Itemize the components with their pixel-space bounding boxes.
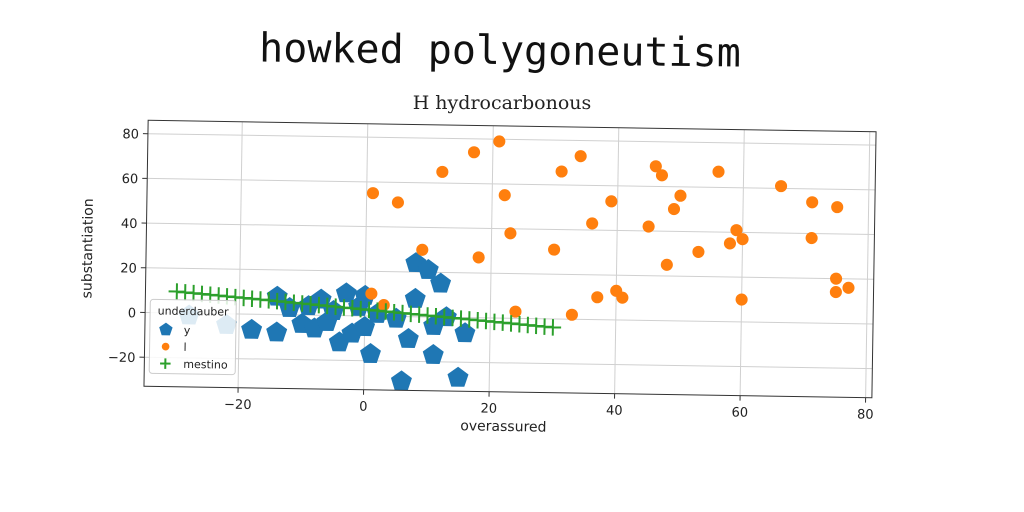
legend-marker-mestino <box>160 358 171 369</box>
data-point-y <box>397 328 419 349</box>
data-point-l <box>365 287 378 300</box>
y-axis-label: substantiation <box>79 198 97 298</box>
data-point-y <box>354 316 376 337</box>
data-point-l <box>548 243 561 256</box>
y-grid-line <box>147 133 876 146</box>
y-tick-label: 0 <box>128 306 137 321</box>
data-point-l <box>642 220 655 233</box>
data-point-y <box>266 321 288 342</box>
data-point-l <box>605 195 618 208</box>
legend-marker-y <box>159 322 173 336</box>
y-tick-label: 60 <box>122 172 139 187</box>
data-point-l <box>667 202 681 216</box>
x-tick-label: 20 <box>480 402 497 417</box>
legend-box <box>148 298 237 376</box>
x-grid-line <box>614 127 620 394</box>
data-point-l <box>391 196 404 209</box>
y-tick-label: −20 <box>108 351 136 366</box>
data-point-l <box>775 180 788 193</box>
data-point-l <box>574 150 587 163</box>
y-tick-label: 20 <box>120 261 137 276</box>
data-point-l <box>565 308 578 321</box>
x-grid-line <box>237 121 243 388</box>
data-point-y <box>430 272 452 293</box>
data-point-l <box>655 169 669 182</box>
data-point-l <box>712 165 725 178</box>
x-grid-line <box>739 129 745 396</box>
data-point-l <box>467 146 481 159</box>
data-point-l <box>366 187 380 200</box>
plot-frame <box>143 119 877 399</box>
data-point-l <box>831 201 844 214</box>
data-point-l <box>555 165 568 178</box>
data-point-l <box>591 291 604 304</box>
data-point-l <box>416 243 429 256</box>
data-point-y <box>417 259 439 280</box>
data-point-l <box>829 286 842 299</box>
x-tick-label: 60 <box>731 405 748 420</box>
x-tick-label: 0 <box>359 400 368 415</box>
data-point-y <box>390 370 412 391</box>
legend-label: mestino <box>183 358 228 372</box>
x-axis-label: overassured <box>460 418 546 435</box>
data-layer <box>168 135 855 391</box>
y-grid-line <box>145 267 874 280</box>
data-point-l <box>509 305 522 318</box>
data-point-y <box>241 318 263 339</box>
data-point-y <box>335 282 357 303</box>
plot-area <box>143 120 877 398</box>
data-point-y <box>422 344 444 365</box>
y-tick-label: 80 <box>122 127 139 142</box>
data-point-y <box>404 287 426 308</box>
data-point-l <box>842 281 855 294</box>
y-tick-label: 40 <box>121 217 138 232</box>
data-point-l <box>730 224 743 237</box>
data-point-l <box>498 189 511 202</box>
x-tick-label: −20 <box>224 398 252 413</box>
legend-label: y <box>184 324 191 337</box>
data-point-y <box>360 343 381 364</box>
data-point-l <box>586 217 599 230</box>
data-point-l <box>436 165 449 178</box>
data-point-l <box>736 233 749 246</box>
x-tick-label: 80 <box>857 407 874 422</box>
data-point-l <box>472 251 485 264</box>
legend-title: underdauber <box>158 304 230 318</box>
data-point-mestino <box>544 319 562 336</box>
y-grid-line <box>145 312 874 325</box>
data-point-l <box>660 258 673 271</box>
data-point-l <box>692 245 705 258</box>
y-grid-line <box>144 356 873 370</box>
x-grid-line <box>363 123 369 390</box>
x-grid-line <box>865 131 871 398</box>
data-point-l <box>674 189 687 202</box>
data-point-l <box>504 227 517 240</box>
data-point-l <box>649 160 662 173</box>
legend-label: l <box>183 341 186 354</box>
x-tick-label: 40 <box>606 404 623 419</box>
chart-subtitle: H hydrocarbonous <box>412 92 592 114</box>
legend-marker-l <box>161 342 170 351</box>
data-point-l <box>806 196 819 209</box>
data-point-l <box>723 237 736 250</box>
axis-ticks: −20 0 20 40 60 80 −20 0 20 40 60 80 <box>108 127 874 422</box>
data-point-y <box>447 366 469 387</box>
x-grid-line <box>488 125 494 392</box>
legend: underdauber yl mestino <box>148 298 237 376</box>
data-point-l <box>805 231 818 245</box>
data-point-l <box>493 135 506 148</box>
data-point-l <box>735 293 748 306</box>
data-point-l <box>830 272 843 285</box>
data-point-l <box>616 291 629 304</box>
y-grid-line <box>147 177 876 191</box>
